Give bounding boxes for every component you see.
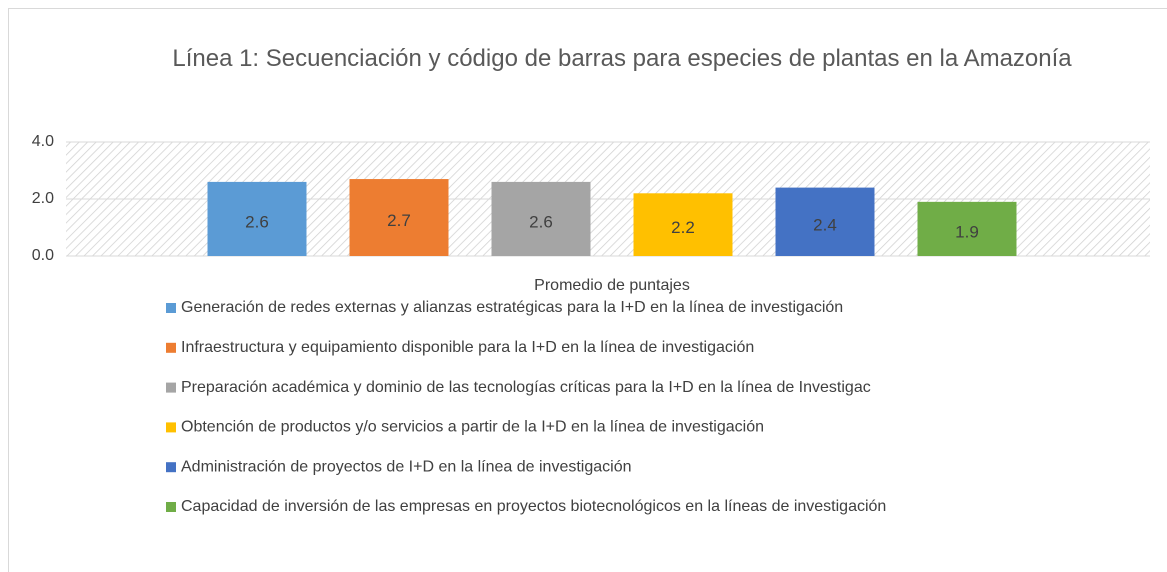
legend-label: Infraestructura y equipamiento disponibl…: [181, 339, 754, 356]
chart-title: Línea 1: Secuenciación y código de barra…: [172, 45, 1072, 72]
legend-label: Obtención de productos y/o servicios a p…: [181, 419, 764, 436]
bar: [917, 201, 1017, 256]
y-tick-label: 4.0: [32, 133, 54, 150]
bar: [207, 181, 307, 256]
legend-label: Preparación académica y dominio de las t…: [181, 379, 871, 396]
x-tick-label: Promedio de puntajes: [534, 277, 690, 294]
legend-swatch: [166, 462, 176, 473]
bar: [349, 179, 449, 256]
legend-label: Generación de redes externas y alianzas …: [181, 299, 843, 316]
legend-swatch: [166, 342, 176, 353]
bar: [775, 187, 875, 256]
bar: [633, 193, 733, 256]
data-label: 2.6: [245, 212, 269, 231]
data-label: 2.6: [529, 212, 553, 231]
legend-swatch: [166, 382, 176, 393]
data-label: 2.4: [813, 215, 837, 234]
data-label: 1.9: [955, 222, 979, 241]
chart-border: [8, 8, 1167, 572]
data-label: 2.2: [671, 218, 695, 237]
legend-swatch: [166, 502, 176, 512]
y-tick-label: 2.0: [32, 190, 54, 207]
legend-swatch: [166, 422, 176, 433]
legend-swatch: [166, 303, 176, 313]
data-label: 2.7: [387, 211, 411, 230]
y-tick-label: 0.0: [32, 247, 54, 264]
bar: [491, 181, 591, 256]
legend-label: Capacidad de inversión de las empresas e…: [181, 498, 886, 515]
legend-label: Administración de proyectos de I+D en la…: [181, 458, 631, 475]
